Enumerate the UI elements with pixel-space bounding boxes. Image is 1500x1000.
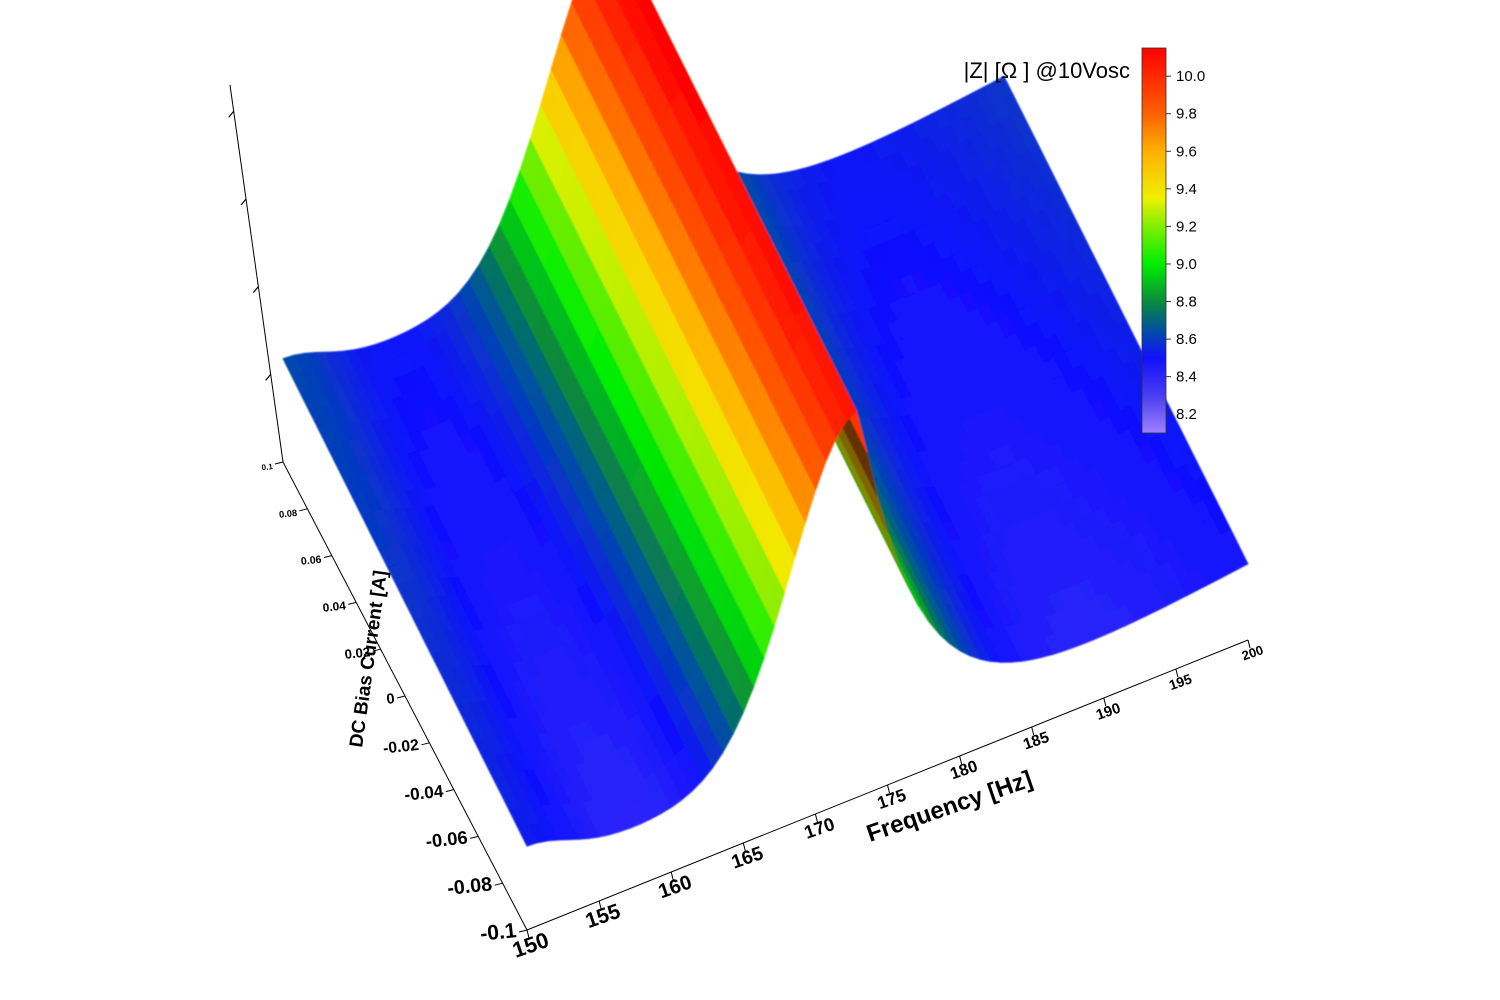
impedance-tick-mark: [265, 373, 272, 381]
colorbar-tick-label: 9.8: [1176, 106, 1197, 123]
colorbar-tick-label: 8.2: [1176, 406, 1197, 423]
bias-tick-label: -0.04: [403, 782, 444, 805]
bias-tick-label: 0.04: [322, 598, 347, 614]
impedance-tick-mark: [240, 198, 247, 206]
colorbar: |Z| [Ω ] @10Vosc 8.2 8.4 8.6 8.8 9.0 9.2 9.4 9.…: [964, 47, 1205, 434]
frequency-tick-mark: [1175, 668, 1179, 678]
surface-cell: [517, 824, 538, 847]
bias-tick-label: -0.06: [425, 826, 469, 851]
colorbar-title: |Z| [Ω ] @10Vosc: [964, 58, 1130, 83]
frequency-tick-mark: [526, 929, 530, 939]
bias-tick-mark: [445, 789, 454, 793]
frequency-tick-label: 195: [1167, 670, 1194, 693]
frequency-tick-mark: [887, 784, 890, 794]
frequency-tick-label: 165: [729, 843, 767, 873]
impedance-tick-mark: [228, 110, 235, 118]
bias-tick-mark: [299, 508, 308, 512]
bias-tick-mark: [372, 648, 381, 652]
surface-cell: [594, 0, 604, 11]
frequency-tick-mark: [670, 871, 674, 881]
frequency-tick-mark: [1247, 639, 1251, 649]
bias-tick-mark: [494, 882, 503, 886]
frequency-tick-mark: [1031, 726, 1035, 736]
bias-tick-label: 0: [386, 691, 396, 708]
bias-tick-mark: [348, 601, 357, 605]
frequency-tick-mark: [742, 842, 746, 852]
colorbar-tick-label: 9.4: [1176, 181, 1197, 198]
bias-tick-label: 0.1: [261, 462, 274, 472]
frequency-tick-label: 185: [1021, 729, 1052, 754]
colorbar-tick-label: 9.2: [1176, 218, 1197, 235]
bias-tick-mark: [274, 461, 284, 465]
impedance-axis-line: [229, 84, 284, 463]
bias-tick-mark: [518, 929, 528, 933]
frequency-tick-mark: [598, 900, 602, 910]
bias-tick-mark: [323, 555, 332, 559]
impedance-surface: [282, 0, 1249, 847]
bias-tick-mark: [421, 742, 430, 746]
colorbar-tick-label: 9.6: [1176, 143, 1197, 160]
frequency-tick-mark: [814, 813, 818, 823]
colorbar-tick-label: 8.4: [1176, 369, 1197, 386]
bias-tick-mark: [470, 835, 479, 839]
bias-current-ticks: -0.1 -0.08 -0.06 -0.04 -0.02 0 0.02 0.04 0.06 0.0…: [261, 461, 528, 946]
colorbar-scale: [1141, 47, 1167, 434]
frequency-tick-label: 180: [948, 756, 980, 783]
bias-tick-label: 0.06: [300, 554, 322, 568]
colorbar-tick-label: 8.8: [1176, 294, 1197, 311]
impedance-tick-mark: [252, 286, 259, 294]
frequency-tick-label: 200: [1240, 642, 1265, 663]
colorbar-tick-label: 9.0: [1176, 256, 1197, 273]
bias-tick-label: 0.08: [279, 508, 298, 520]
bias-tick-mark: [396, 695, 406, 699]
colorbar-ticks: 8.2 8.4 8.6 8.8 9.0 9.2 9.4 9.6 9.8 10.0: [1166, 68, 1205, 423]
frequency-tick-label: 190: [1094, 701, 1123, 724]
frequency-tick-mark: [1103, 697, 1107, 707]
colorbar-tick-label: 10.0: [1176, 68, 1205, 85]
bias-tick-label: -0.08: [446, 873, 493, 900]
colorbar-tick-label: 8.6: [1176, 331, 1197, 348]
bias-tick-label: 0.02: [344, 644, 371, 662]
bias-tick-label: -0.1: [479, 919, 518, 946]
impedance-axis-ticks: [228, 110, 272, 381]
bias-tick-label: -0.02: [382, 737, 420, 758]
frequency-tick-mark: [959, 755, 963, 765]
